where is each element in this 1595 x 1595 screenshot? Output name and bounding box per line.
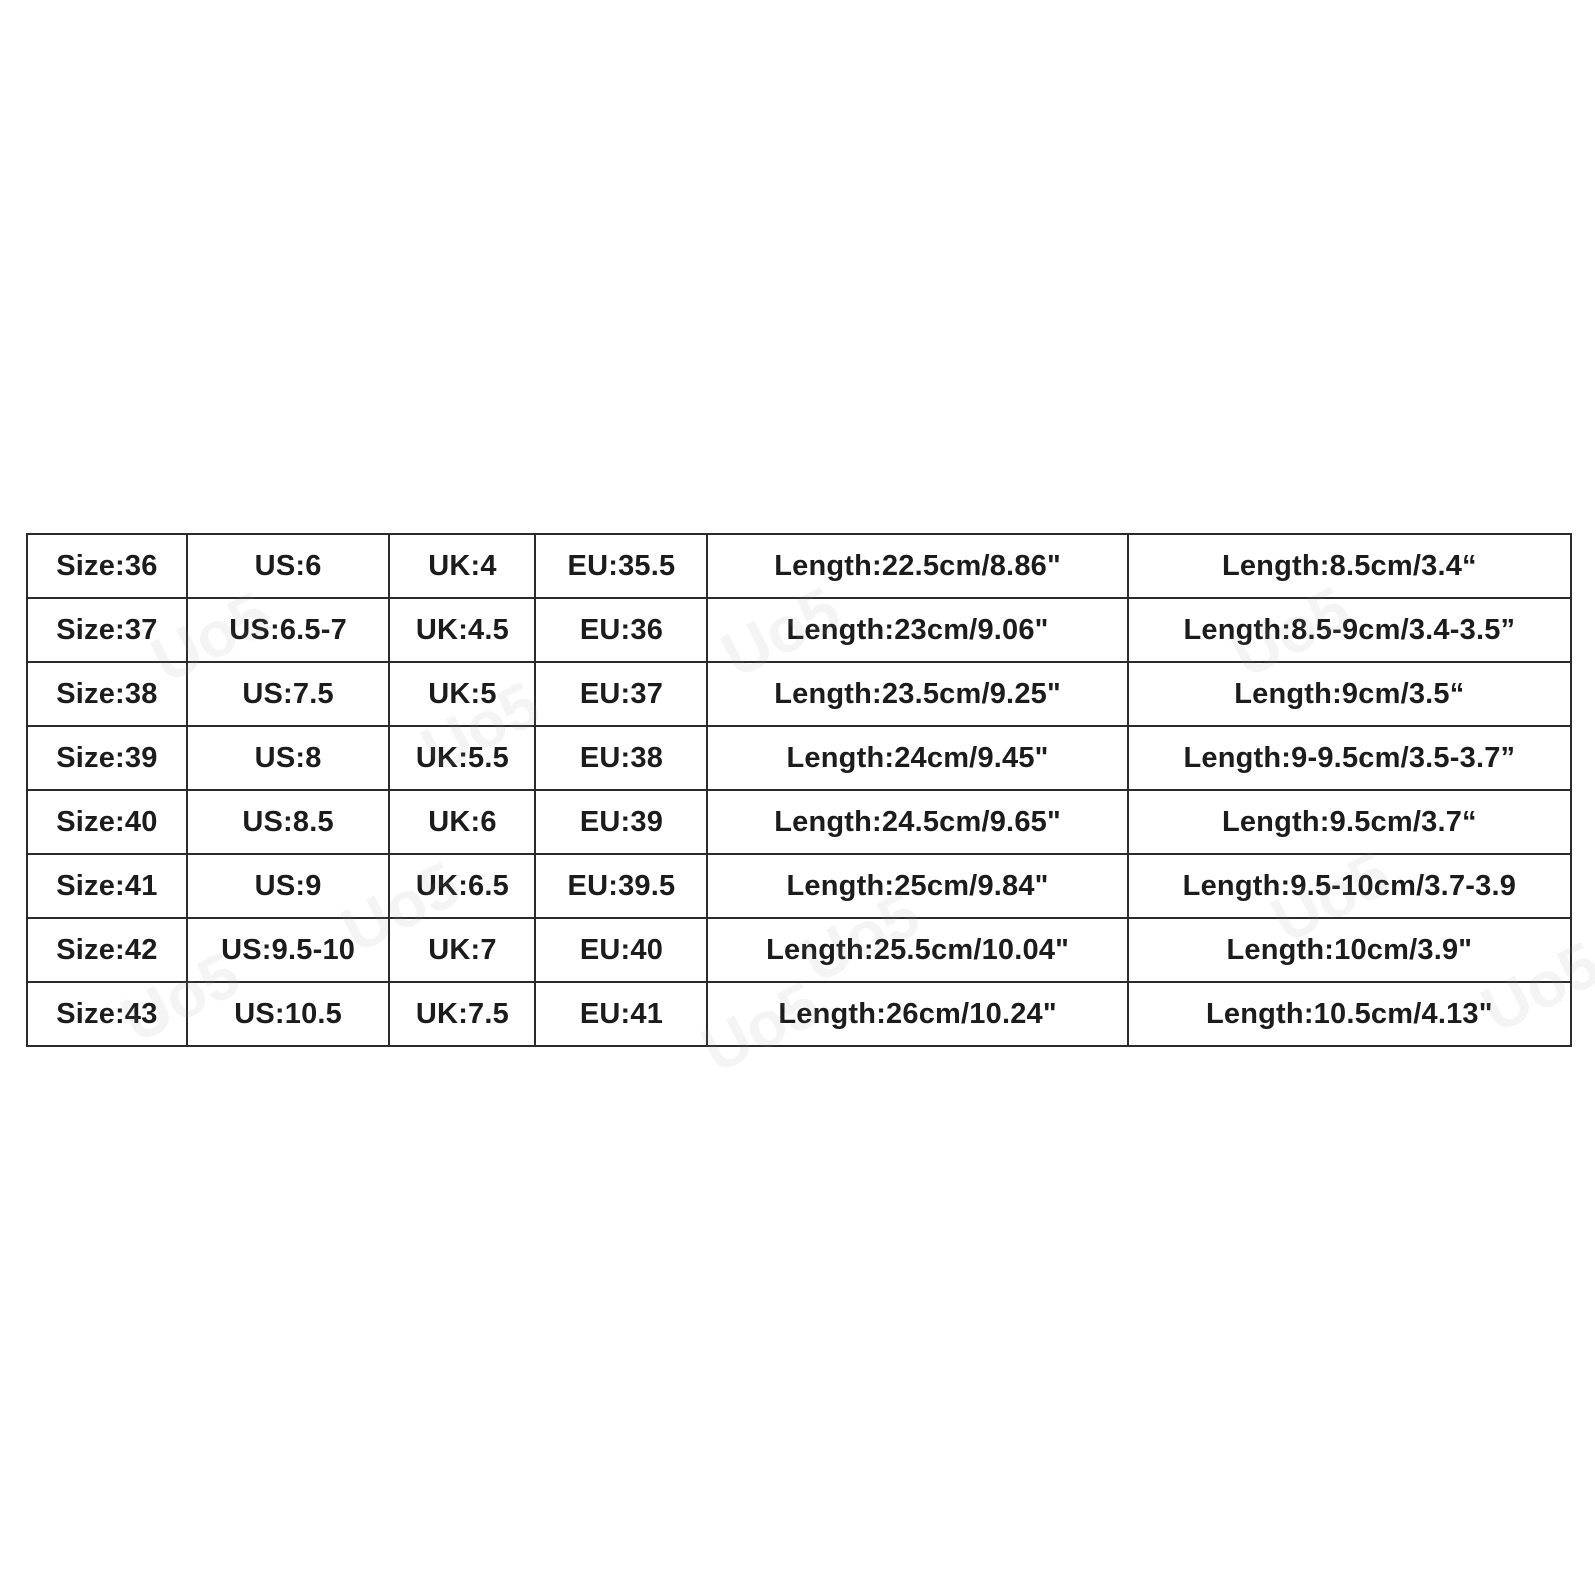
table-cell-us_size: US:9.5-10 (185, 917, 391, 983)
table-cell-size: Size:43 (26, 981, 188, 1047)
table-row: Size:36 US:6 UK:4 EU:35.5 Length:22.5cm/8.86… (26, 533, 1573, 599)
table-cell-size: Size:42 (26, 917, 188, 983)
table-cell-foot_length: Length:25cm/9.84" (706, 853, 1129, 919)
table-cell-uk_size: UK:7 (388, 917, 537, 983)
table-row: Size:41 US:9 UK:6.5 EU:39.5 Length:25cm/9.84… (26, 853, 1573, 919)
table-cell-foot_width_length: Length:8.5-9cm/3.4-3.5” (1126, 597, 1573, 663)
table-cell-foot_length: Length:26cm/10.24" (706, 981, 1129, 1047)
table-cell-size: Size:39 (26, 725, 188, 791)
table-cell-uk_size: UK:5 (388, 661, 537, 727)
table-cell-size: Size:37 (26, 597, 188, 663)
table-cell-us_size: US:9 (185, 853, 391, 919)
table-cell-foot_width_length: Length:10cm/3.9" (1126, 917, 1573, 983)
size-chart-table: Size:36 US:6 UK:4 EU:35.5 Length:22.5cm/8.86… (26, 533, 1573, 1047)
table-cell-size: Size:41 (26, 853, 188, 919)
table-cell-size: Size:40 (26, 789, 188, 855)
table-row: Size:37 US:6.5-7 UK:4.5 EU:36 Length:23cm/9.… (26, 597, 1573, 663)
table-cell-eu_size: EU:37 (534, 661, 709, 727)
table-cell-uk_size: UK:5.5 (388, 725, 537, 791)
table-cell-uk_size: UK:4.5 (388, 597, 537, 663)
table-cell-eu_size: EU:38 (534, 725, 709, 791)
table-cell-uk_size: UK:4 (388, 533, 537, 599)
table-row: Size:43 US:10.5 UK:7.5 EU:41 Length:26cm/10.… (26, 981, 1573, 1047)
table-cell-foot_width_length: Length:8.5cm/3.4“ (1126, 533, 1573, 599)
table-cell-us_size: US:8 (185, 725, 391, 791)
table-cell-foot_width_length: Length:9cm/3.5“ (1126, 661, 1573, 727)
table-cell-eu_size: EU:35.5 (534, 533, 709, 599)
table-cell-us_size: US:7.5 (185, 661, 391, 727)
table-cell-foot_length: Length:24.5cm/9.65" (706, 789, 1129, 855)
table-cell-eu_size: EU:40 (534, 917, 709, 983)
table-cell-uk_size: UK:6 (388, 789, 537, 855)
table-cell-foot_length: Length:24cm/9.45" (706, 725, 1129, 791)
table-cell-foot_length: Length:22.5cm/8.86" (706, 533, 1129, 599)
table-cell-us_size: US:8.5 (185, 789, 391, 855)
table-cell-foot_width_length: Length:10.5cm/4.13" (1126, 981, 1573, 1047)
table-row: Size:40 US:8.5 UK:6 EU:39 Length:24.5cm/9.65… (26, 789, 1573, 855)
table-cell-size: Size:38 (26, 661, 188, 727)
table-cell-foot_width_length: Length:9-9.5cm/3.5-3.7” (1126, 725, 1573, 791)
table-cell-foot_width_length: Length:9.5cm/3.7“ (1126, 789, 1573, 855)
table-cell-us_size: US:10.5 (185, 981, 391, 1047)
table-row: Size:39 US:8 UK:5.5 EU:38 Length:24cm/9.45" L… (26, 725, 1573, 791)
table-cell-eu_size: EU:41 (534, 981, 709, 1047)
table-cell-foot_length: Length:23.5cm/9.25" (706, 661, 1129, 727)
table-cell-size: Size:36 (26, 533, 188, 599)
size-chart-body: Size:36 US:6 UK:4 EU:35.5 Length:22.5cm/8.86… (26, 533, 1573, 1047)
table-row: Size:38 US:7.5 UK:5 EU:37 Length:23.5cm/9.25… (26, 661, 1573, 727)
table-cell-uk_size: UK:6.5 (388, 853, 537, 919)
table-cell-foot_length: Length:23cm/9.06" (706, 597, 1129, 663)
table-cell-us_size: US:6 (185, 533, 391, 599)
table-cell-eu_size: EU:39 (534, 789, 709, 855)
table-cell-uk_size: UK:7.5 (388, 981, 537, 1047)
table-row: Size:42 US:9.5-10 UK:7 EU:40 Length:25.5cm/1… (26, 917, 1573, 983)
table-cell-eu_size: EU:36 (534, 597, 709, 663)
size-chart: Size:36 US:6 UK:4 EU:35.5 Length:22.5cm/8.86… (26, 533, 1573, 1047)
table-cell-us_size: US:6.5-7 (185, 597, 391, 663)
table-cell-foot_width_length: Length:9.5-10cm/3.7-3.9 (1126, 853, 1573, 919)
table-cell-foot_length: Length:25.5cm/10.04" (706, 917, 1129, 983)
table-cell-eu_size: EU:39.5 (534, 853, 709, 919)
